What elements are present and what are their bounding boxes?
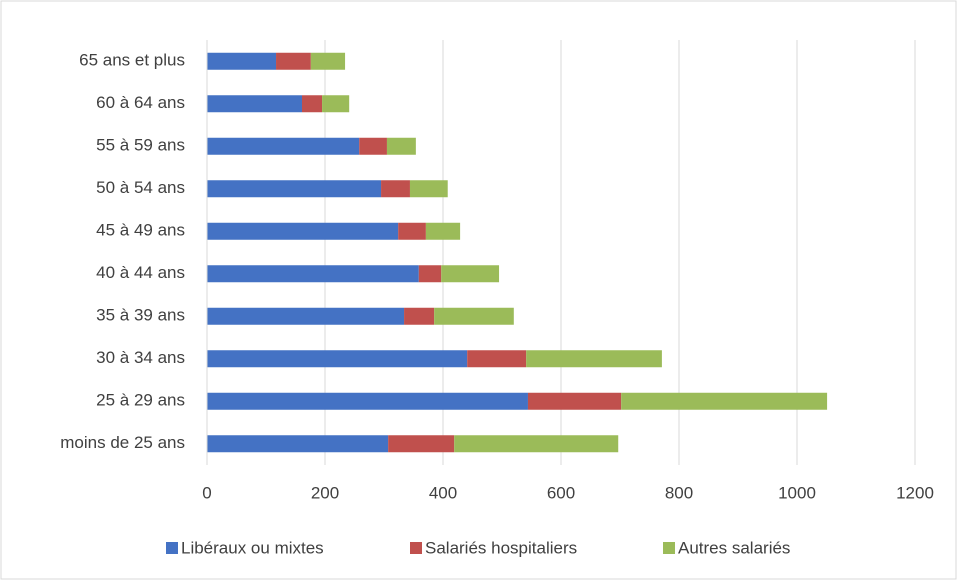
x-tick-label: 200 xyxy=(311,483,339,502)
legend-swatch xyxy=(663,542,675,554)
bar-segment xyxy=(359,137,387,155)
legend-swatch xyxy=(166,542,178,554)
bar-segment xyxy=(404,307,435,325)
legend-label: Libéraux ou mixtes xyxy=(181,538,324,557)
bar-segment xyxy=(207,307,405,325)
y-tick-label: 60 à 64 ans xyxy=(96,93,185,112)
y-tick-label: 30 à 34 ans xyxy=(96,348,185,367)
bar-segment xyxy=(388,435,455,453)
bar-segment xyxy=(418,265,442,283)
bar-segment xyxy=(454,435,619,453)
x-tick-label: 1000 xyxy=(778,483,816,502)
bar-segment xyxy=(207,222,399,240)
bar-segment xyxy=(398,222,426,240)
bar-segment xyxy=(207,95,302,113)
y-tick-label: 40 à 44 ans xyxy=(96,263,185,282)
bar-segment xyxy=(207,265,419,283)
bar-segment xyxy=(467,350,527,368)
bar-segment xyxy=(526,350,662,368)
x-tick-label: 400 xyxy=(429,483,457,502)
bar-segment xyxy=(386,137,416,155)
x-tick-label: 0 xyxy=(202,483,211,502)
bar-segment xyxy=(207,435,389,453)
bar-segment xyxy=(527,392,622,410)
y-tick-label: moins de 25 ans xyxy=(60,433,185,452)
bar-segment xyxy=(425,222,461,240)
bar-segment xyxy=(409,180,448,198)
bar-segment xyxy=(621,392,828,410)
legend-label: Autres salariés xyxy=(678,538,790,557)
y-tick-label: 45 à 49 ans xyxy=(96,221,185,240)
bar-segment xyxy=(276,52,311,70)
bar-segment xyxy=(207,52,277,70)
bar-segment xyxy=(207,137,360,155)
y-tick-label: 65 ans et plus xyxy=(79,51,185,70)
bar-segment xyxy=(207,392,528,410)
x-tick-label: 600 xyxy=(547,483,575,502)
legend-label: Salariés hospitaliers xyxy=(425,538,577,557)
y-tick-label: 50 à 54 ans xyxy=(96,178,185,197)
bar-segment xyxy=(322,95,350,113)
bar-segment xyxy=(207,350,468,368)
bar-segment xyxy=(207,180,382,198)
bar-segment xyxy=(301,95,323,113)
y-tick-label: 25 à 29 ans xyxy=(96,391,185,410)
x-tick-label: 1200 xyxy=(896,483,934,502)
y-tick-label: 35 à 39 ans xyxy=(96,306,185,325)
bar-segment xyxy=(441,265,500,283)
x-tick-label: 800 xyxy=(665,483,693,502)
y-tick-label: 55 à 59 ans xyxy=(96,136,185,155)
legend-swatch xyxy=(410,542,422,554)
bar-segment xyxy=(381,180,410,198)
bar-segment xyxy=(434,307,514,325)
bar-segment xyxy=(310,52,346,70)
